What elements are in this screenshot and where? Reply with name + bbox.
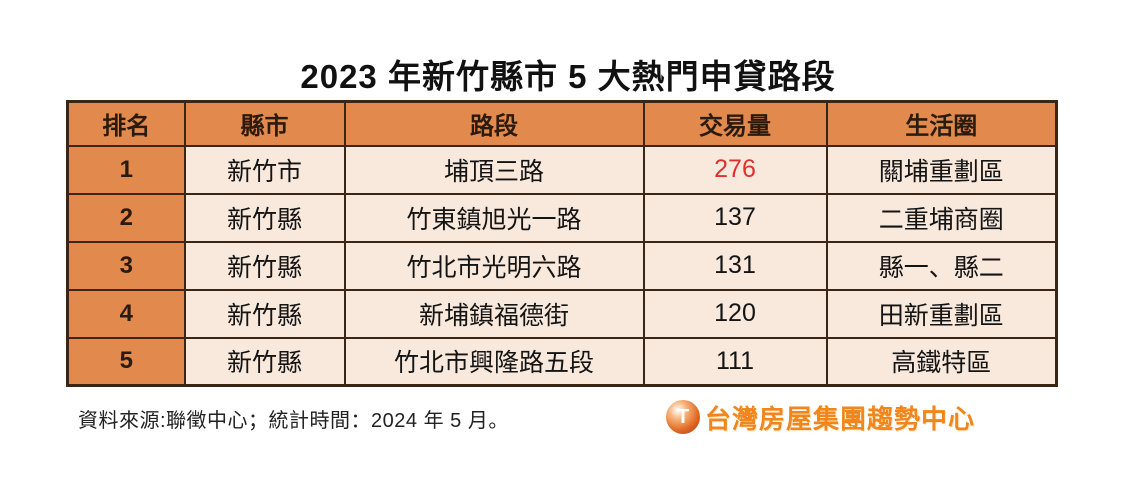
cell-road: 新埔鎮福德街 (343, 288, 645, 339)
cell-county: 新竹縣 (183, 192, 346, 243)
column-header: 生活圈 (825, 100, 1058, 147)
cell-rank: 5 (66, 336, 186, 387)
cell-volume: 276 (642, 144, 828, 195)
cell-county: 新竹市 (183, 144, 346, 195)
taiwan-housing-logo-text: 台灣房屋集團趨勢中心 (705, 403, 976, 434)
cell-area: 田新重劃區 (825, 288, 1058, 339)
table-row: 3 新竹縣 竹北市光明六路 131 縣一、縣二 (66, 240, 1058, 291)
cell-road: 竹東鎮旭光一路 (343, 192, 645, 243)
taiwan-housing-logo: T 台灣房屋集團趨勢中心 (666, 398, 975, 436)
table-body: 1 新竹市 埔頂三路 276 關埔重劃區 2 新竹縣 竹東鎮旭光一路 137 二重埔商圈 3 新竹縣竹… (66, 144, 1058, 387)
cell-county: 新竹縣 (183, 288, 346, 339)
cell-area: 關埔重劃區 (825, 144, 1058, 195)
loan-roads-table: 排名 縣市 路段 交易量 生活圈 1 新竹市 埔頂三路 276 關埔重劃區 2 新竹縣 竹東鎮旭光一路… (66, 100, 1058, 387)
page-title: 2023 年新竹縣市 5 大熱門申貸路段 (300, 58, 836, 95)
table-header-row: 排名 縣市 路段 交易量 生活圈 (66, 100, 1058, 147)
cell-rank: 4 (66, 288, 186, 339)
column-header: 排名 (66, 100, 186, 147)
column-header: 交易量 (642, 100, 828, 147)
cell-volume: 111 (642, 336, 828, 387)
cell-road: 埔頂三路 (343, 144, 645, 195)
table-row: 1 新竹市 埔頂三路 276 關埔重劃區 (66, 144, 1058, 195)
cell-volume: 131 (642, 240, 828, 291)
cell-volume: 120 (642, 288, 828, 339)
cell-road: 竹北市興隆路五段 (343, 336, 645, 387)
table-row: 5 新竹縣 竹北市興隆路五段 111 高鐵特區 (66, 336, 1058, 387)
cell-rank: 2 (66, 192, 186, 243)
table-row: 2 新竹縣 竹東鎮旭光一路 137 二重埔商圈 (66, 192, 1058, 243)
cell-area: 高鐵特區 (825, 336, 1058, 387)
cell-road: 竹北市光明六路 (343, 240, 645, 291)
cell-area: 縣一、縣二 (825, 240, 1058, 291)
column-header: 縣市 (183, 100, 346, 147)
cell-rank: 3 (66, 240, 186, 291)
cell-volume: 137 (642, 192, 828, 243)
taiwan-housing-logo-icon: T (666, 400, 700, 434)
cell-rank: 1 (66, 144, 186, 195)
cell-county: 新竹縣 (183, 240, 346, 291)
cell-area: 二重埔商圈 (825, 192, 1058, 243)
data-source-note: 資料來源:聯徵中心；統計時間：2024 年 5 月。 (78, 410, 509, 432)
cell-county: 新竹縣 (183, 336, 346, 387)
table-row: 4 新竹縣 新埔鎮福德街 120 田新重劃區 (66, 288, 1058, 339)
column-header: 路段 (343, 100, 645, 147)
